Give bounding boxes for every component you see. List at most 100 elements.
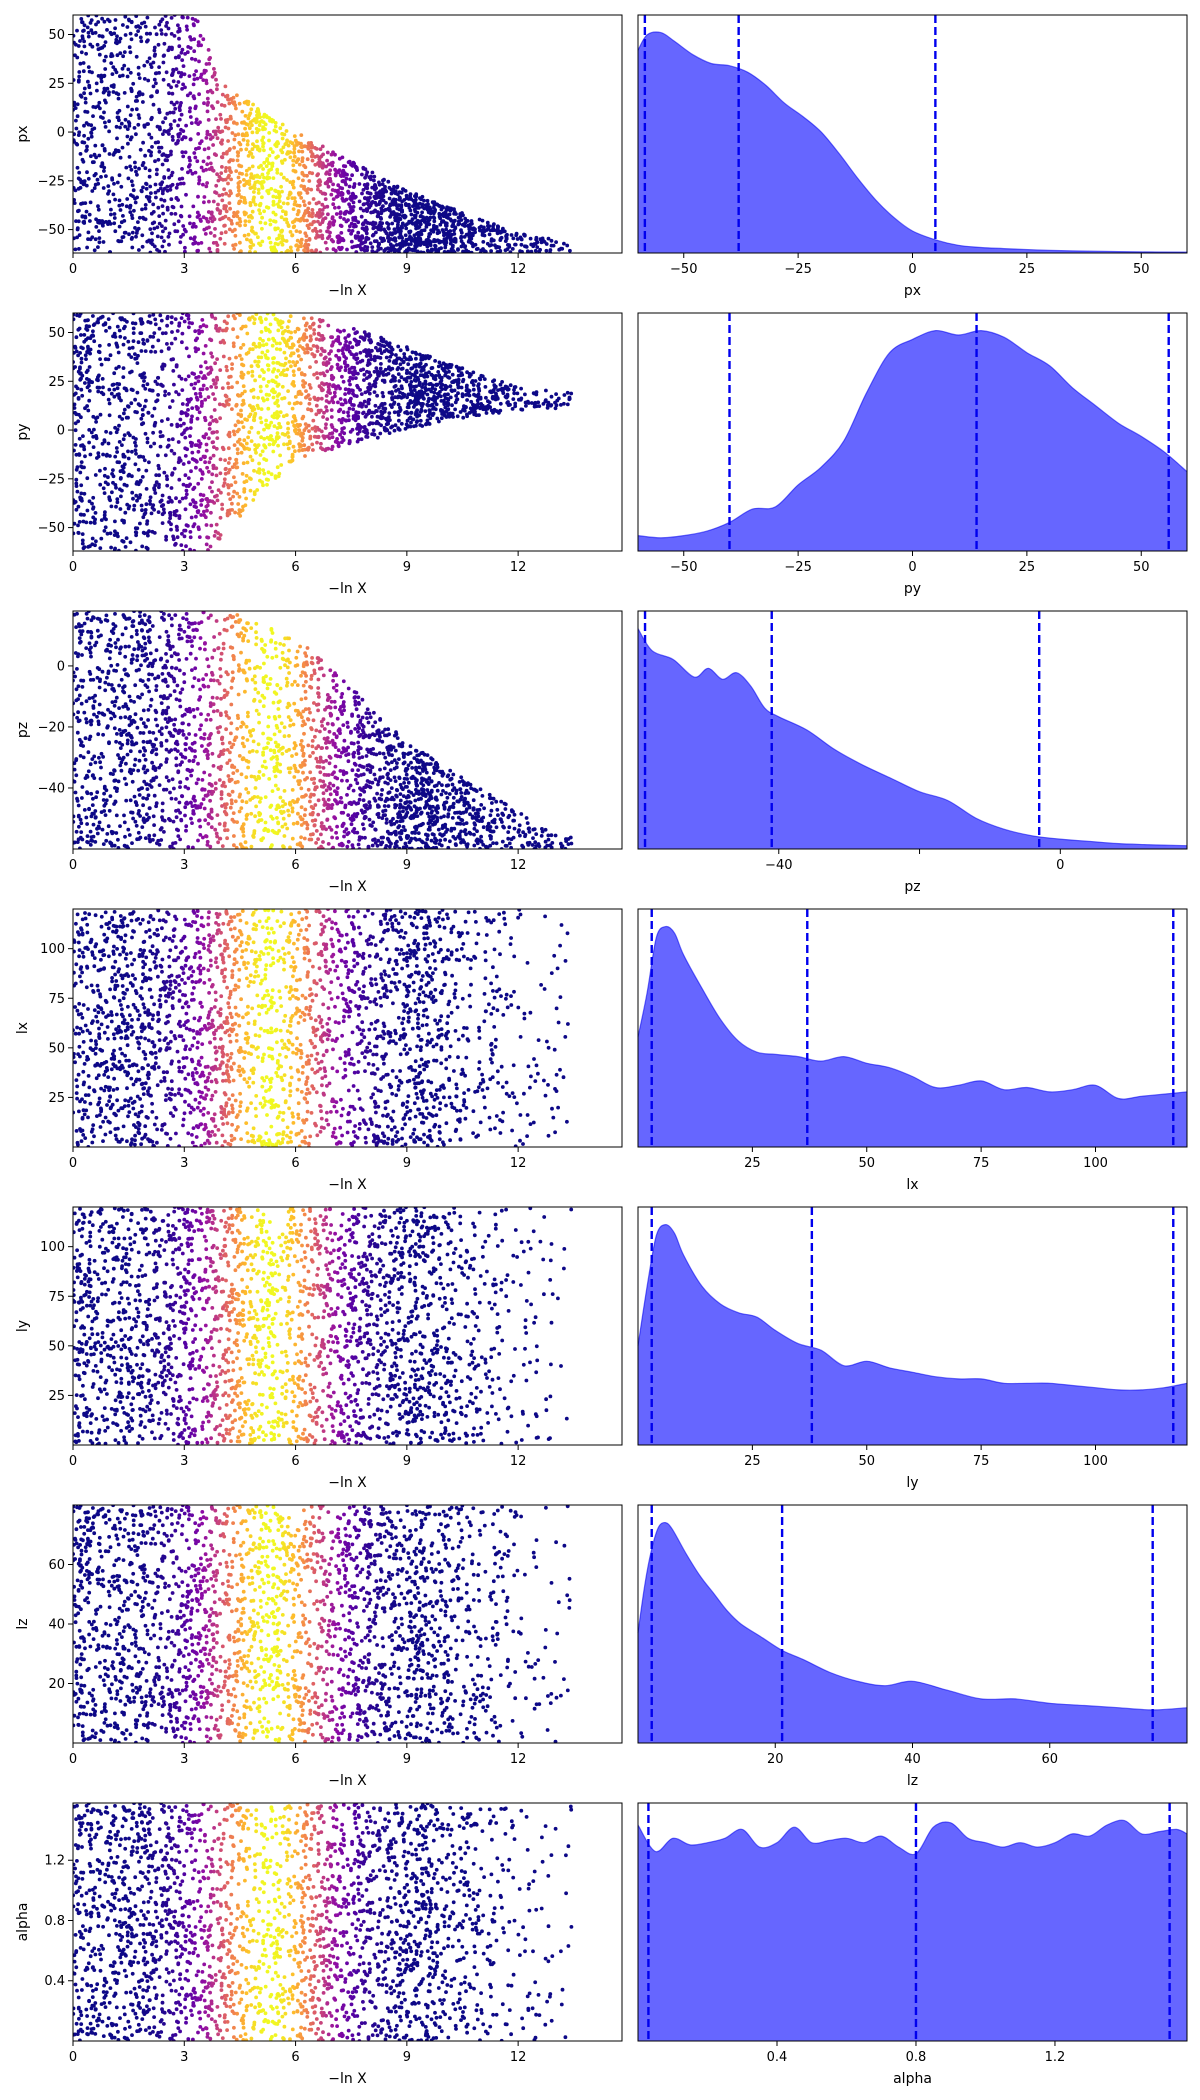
scatter-point	[546, 236, 551, 241]
scatter-point	[142, 512, 147, 517]
scatter-point	[246, 122, 250, 127]
scatter-point	[497, 245, 502, 250]
scatter-point	[274, 347, 279, 351]
scatter-point	[118, 125, 122, 130]
scatter-point	[398, 348, 403, 353]
scatter-point	[296, 327, 301, 332]
scatter-point	[350, 173, 354, 178]
scatter-point	[122, 407, 127, 412]
scatter-point	[282, 350, 287, 355]
scatter-point	[256, 395, 260, 400]
scatter-point	[160, 384, 165, 388]
scatter-point	[366, 202, 371, 207]
scatter-point	[233, 423, 238, 428]
scatter-point	[286, 431, 290, 435]
scatter-point	[285, 152, 289, 156]
scatter-point	[379, 362, 383, 366]
scatter-point	[381, 236, 386, 241]
scatter-point	[258, 453, 263, 457]
scatter-point	[87, 389, 92, 393]
scatter-point	[215, 357, 220, 361]
scatter-point	[180, 313, 185, 316]
scatter-point	[159, 32, 164, 36]
scatter-point	[286, 143, 291, 148]
scatter-point	[184, 229, 188, 234]
scatter-point	[397, 418, 401, 423]
scatter-point	[250, 374, 255, 378]
scatter-point	[524, 244, 528, 249]
scatter-point	[361, 241, 365, 245]
scatter-point	[185, 93, 190, 98]
scatter-point	[195, 407, 200, 411]
scatter-point	[354, 250, 359, 253]
scatter-point	[161, 229, 165, 234]
scatter-point	[258, 220, 263, 225]
scatter-point	[276, 404, 281, 408]
scatter-point	[206, 146, 211, 151]
scatter-point	[257, 241, 261, 246]
scatter-point	[154, 195, 158, 200]
scatter-point	[513, 401, 518, 406]
scatter-point	[201, 159, 206, 164]
scatter-point	[184, 24, 189, 29]
scatter-point	[151, 335, 156, 339]
scatter-point	[248, 213, 253, 218]
scatter-point	[267, 393, 271, 397]
scatter-point	[310, 158, 315, 163]
scatter-point	[306, 146, 311, 151]
scatter-point	[115, 497, 120, 501]
scatter-point	[278, 410, 283, 415]
scatter-point	[192, 548, 197, 551]
scatter-point	[127, 45, 132, 50]
scatter-point	[323, 197, 328, 202]
scatter-point	[181, 482, 186, 487]
scatter-point	[534, 235, 539, 240]
scatter-point	[356, 230, 361, 235]
scatter-point	[283, 142, 288, 147]
scatter-point	[114, 40, 118, 45]
scatter-point	[106, 357, 111, 362]
scatter-point	[210, 219, 215, 224]
scatter-point	[410, 217, 415, 222]
scatter-point	[226, 216, 231, 221]
scatter-point	[109, 54, 113, 59]
scatter-point	[467, 374, 472, 379]
scatter-point	[83, 381, 87, 385]
scatter-point	[227, 227, 232, 232]
scatter-point	[171, 110, 176, 115]
scatter-point	[362, 248, 367, 253]
scatter-point	[107, 152, 112, 156]
scatter-point	[299, 196, 304, 200]
scatter-point	[227, 434, 232, 439]
scatter-point	[129, 135, 134, 140]
scatter-point	[251, 418, 256, 422]
scatter-point	[395, 248, 399, 253]
scatter-point	[174, 67, 179, 71]
scatter-point	[304, 426, 309, 430]
scatter-point	[481, 240, 486, 244]
scatter-point	[321, 152, 325, 157]
scatter-point	[306, 206, 311, 211]
scatter-point	[282, 442, 286, 447]
scatter-point	[202, 70, 207, 75]
scatter-point	[179, 214, 184, 219]
scatter-point	[197, 445, 202, 449]
scatter-point	[174, 524, 179, 529]
scatter-point	[204, 62, 209, 66]
scatter-point	[222, 481, 227, 485]
scatter-point	[418, 418, 423, 423]
scatter-point	[324, 447, 329, 451]
scatter-point	[308, 434, 313, 439]
scatter-point	[223, 169, 228, 174]
scatter-point	[120, 202, 125, 207]
scatter-point	[91, 314, 95, 318]
scatter-point	[407, 416, 412, 421]
scatter-point	[248, 347, 253, 352]
scatter-point	[101, 240, 106, 244]
scatter-point	[223, 214, 228, 219]
scatter-point	[384, 416, 388, 421]
scatter-point	[398, 196, 402, 201]
scatter-point	[357, 339, 361, 344]
scatter-point	[220, 386, 225, 390]
scatter-point	[419, 391, 423, 395]
